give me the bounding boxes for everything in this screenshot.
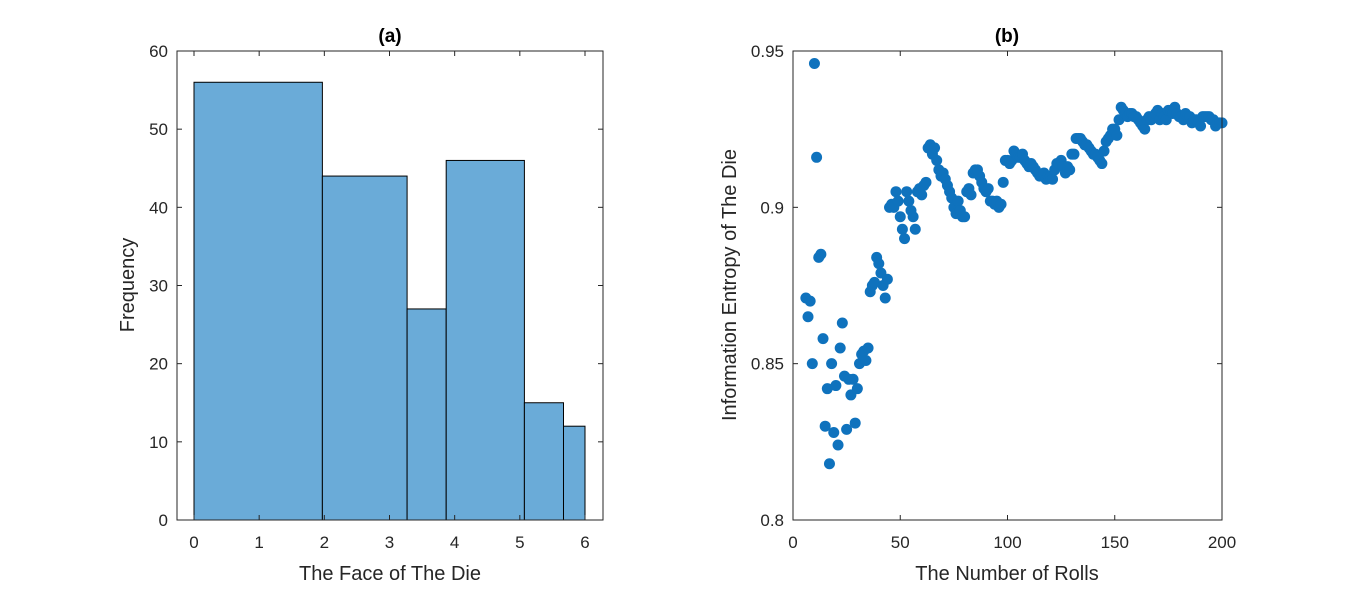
- histogram-ytick-label: 60: [149, 42, 168, 61]
- scatter-panel: 0 50 100 150 200 0.8 0.85 0.9 0.95 (b) The Numbe…: [719, 26, 1236, 585]
- scatter-xtick-label: 200: [1208, 533, 1236, 552]
- histogram-ytick-label: 20: [149, 355, 168, 374]
- scatter-point: [1098, 145, 1110, 157]
- scatter-ytick-label: 0.8: [760, 511, 784, 530]
- scatter-point: [860, 355, 872, 367]
- scatter-point: [817, 333, 829, 345]
- scatter-point: [896, 223, 908, 235]
- scatter-point: [806, 358, 818, 370]
- scatter-point: [965, 189, 977, 201]
- histogram-xtick-label: 5: [515, 533, 524, 552]
- histogram-bar: [406, 308, 447, 521]
- histogram-ytick-label: 30: [149, 277, 168, 296]
- histogram-bar: [193, 81, 323, 521]
- scatter-point: [821, 383, 833, 395]
- scatter-point: [836, 317, 848, 329]
- scatter-point: [823, 458, 835, 470]
- histogram-xtick-label: 2: [320, 533, 329, 552]
- histogram-xtick-label: 1: [254, 533, 263, 552]
- scatter-point: [959, 211, 971, 223]
- histogram-ylabel: Frequency: [117, 238, 139, 333]
- scatter-point: [1096, 158, 1108, 170]
- scatter-point: [982, 183, 994, 195]
- scatter-point: [879, 292, 891, 304]
- scatter-point: [894, 211, 906, 223]
- scatter-xlabel: The Number of Rolls: [915, 563, 1098, 585]
- scatter-point: [901, 186, 913, 198]
- scatter-point: [1068, 148, 1080, 160]
- scatter-point: [931, 154, 943, 166]
- scatter-xtick-label: 50: [891, 533, 910, 552]
- scatter-xtick-label: 100: [993, 533, 1021, 552]
- scatter-ticks: 0 50 100 150 200 0.8 0.85 0.9 0.95: [751, 42, 1236, 552]
- scatter-point: [834, 342, 846, 354]
- scatter-point: [851, 383, 863, 395]
- histogram-bar: [321, 175, 408, 521]
- histogram-bar: [562, 425, 586, 521]
- histogram-ytick-label: 50: [149, 120, 168, 139]
- histogram-ytick-label: 0: [159, 511, 168, 530]
- scatter-xtick-label: 0: [788, 533, 797, 552]
- scatter-point: [995, 198, 1007, 210]
- scatter-point: [1111, 129, 1123, 141]
- scatter-point: [815, 248, 827, 260]
- histogram-ytick-label: 40: [149, 198, 168, 217]
- scatter-title: (b): [995, 26, 1019, 47]
- scatter-point: [892, 195, 904, 207]
- scatter-point: [1195, 120, 1207, 132]
- scatter-point: [929, 142, 941, 154]
- scatter-point: [804, 295, 816, 307]
- scatter-ytick-label: 0.85: [751, 355, 784, 374]
- histogram-bar: [523, 402, 564, 521]
- scatter-point: [802, 311, 814, 323]
- scatter-point: [1064, 164, 1076, 176]
- scatter-point: [849, 417, 861, 429]
- scatter-point: [869, 276, 881, 288]
- scatter-point: [862, 342, 874, 354]
- scatter-point: [819, 420, 831, 432]
- scatter-ylabel: Information Entropy of The Die: [719, 149, 741, 421]
- histogram-xtick-label: 3: [385, 533, 394, 552]
- histogram-ytick-label: 10: [149, 433, 168, 452]
- scatter-point: [997, 176, 1009, 188]
- histogram-xtick-label: 0: [189, 533, 198, 552]
- scatter-point: [830, 380, 842, 392]
- scatter-point: [920, 176, 932, 188]
- scatter-point: [808, 58, 820, 70]
- scatter-points: [800, 58, 1228, 470]
- scatter-ytick-label: 0.95: [751, 42, 784, 61]
- scatter-point: [909, 223, 921, 235]
- scatter-point: [828, 426, 840, 438]
- scatter-point: [1139, 123, 1151, 135]
- scatter-point: [890, 186, 902, 198]
- histogram-title: (a): [378, 26, 401, 47]
- scatter-point: [873, 258, 885, 270]
- scatter-point: [841, 423, 853, 435]
- scatter-point: [899, 233, 911, 245]
- scatter-ytick-label: 0.9: [760, 198, 784, 217]
- scatter-point: [826, 358, 838, 370]
- scatter-point: [916, 189, 928, 201]
- scatter-point: [832, 439, 844, 451]
- scatter-point: [903, 195, 915, 207]
- scatter-point: [952, 195, 964, 207]
- histogram-bar: [445, 159, 525, 521]
- scatter-point: [881, 273, 893, 285]
- histogram-xlabel: The Face of The Die: [299, 563, 481, 585]
- histogram-xtick-label: 6: [580, 533, 589, 552]
- scatter-point: [847, 373, 859, 385]
- histogram-bars: [193, 81, 586, 521]
- histogram-xtick-label: 4: [450, 533, 459, 552]
- scatter-point: [907, 211, 919, 223]
- scatter-point: [1047, 173, 1059, 185]
- scatter-point: [811, 151, 823, 163]
- scatter-xtick-label: 150: [1101, 533, 1129, 552]
